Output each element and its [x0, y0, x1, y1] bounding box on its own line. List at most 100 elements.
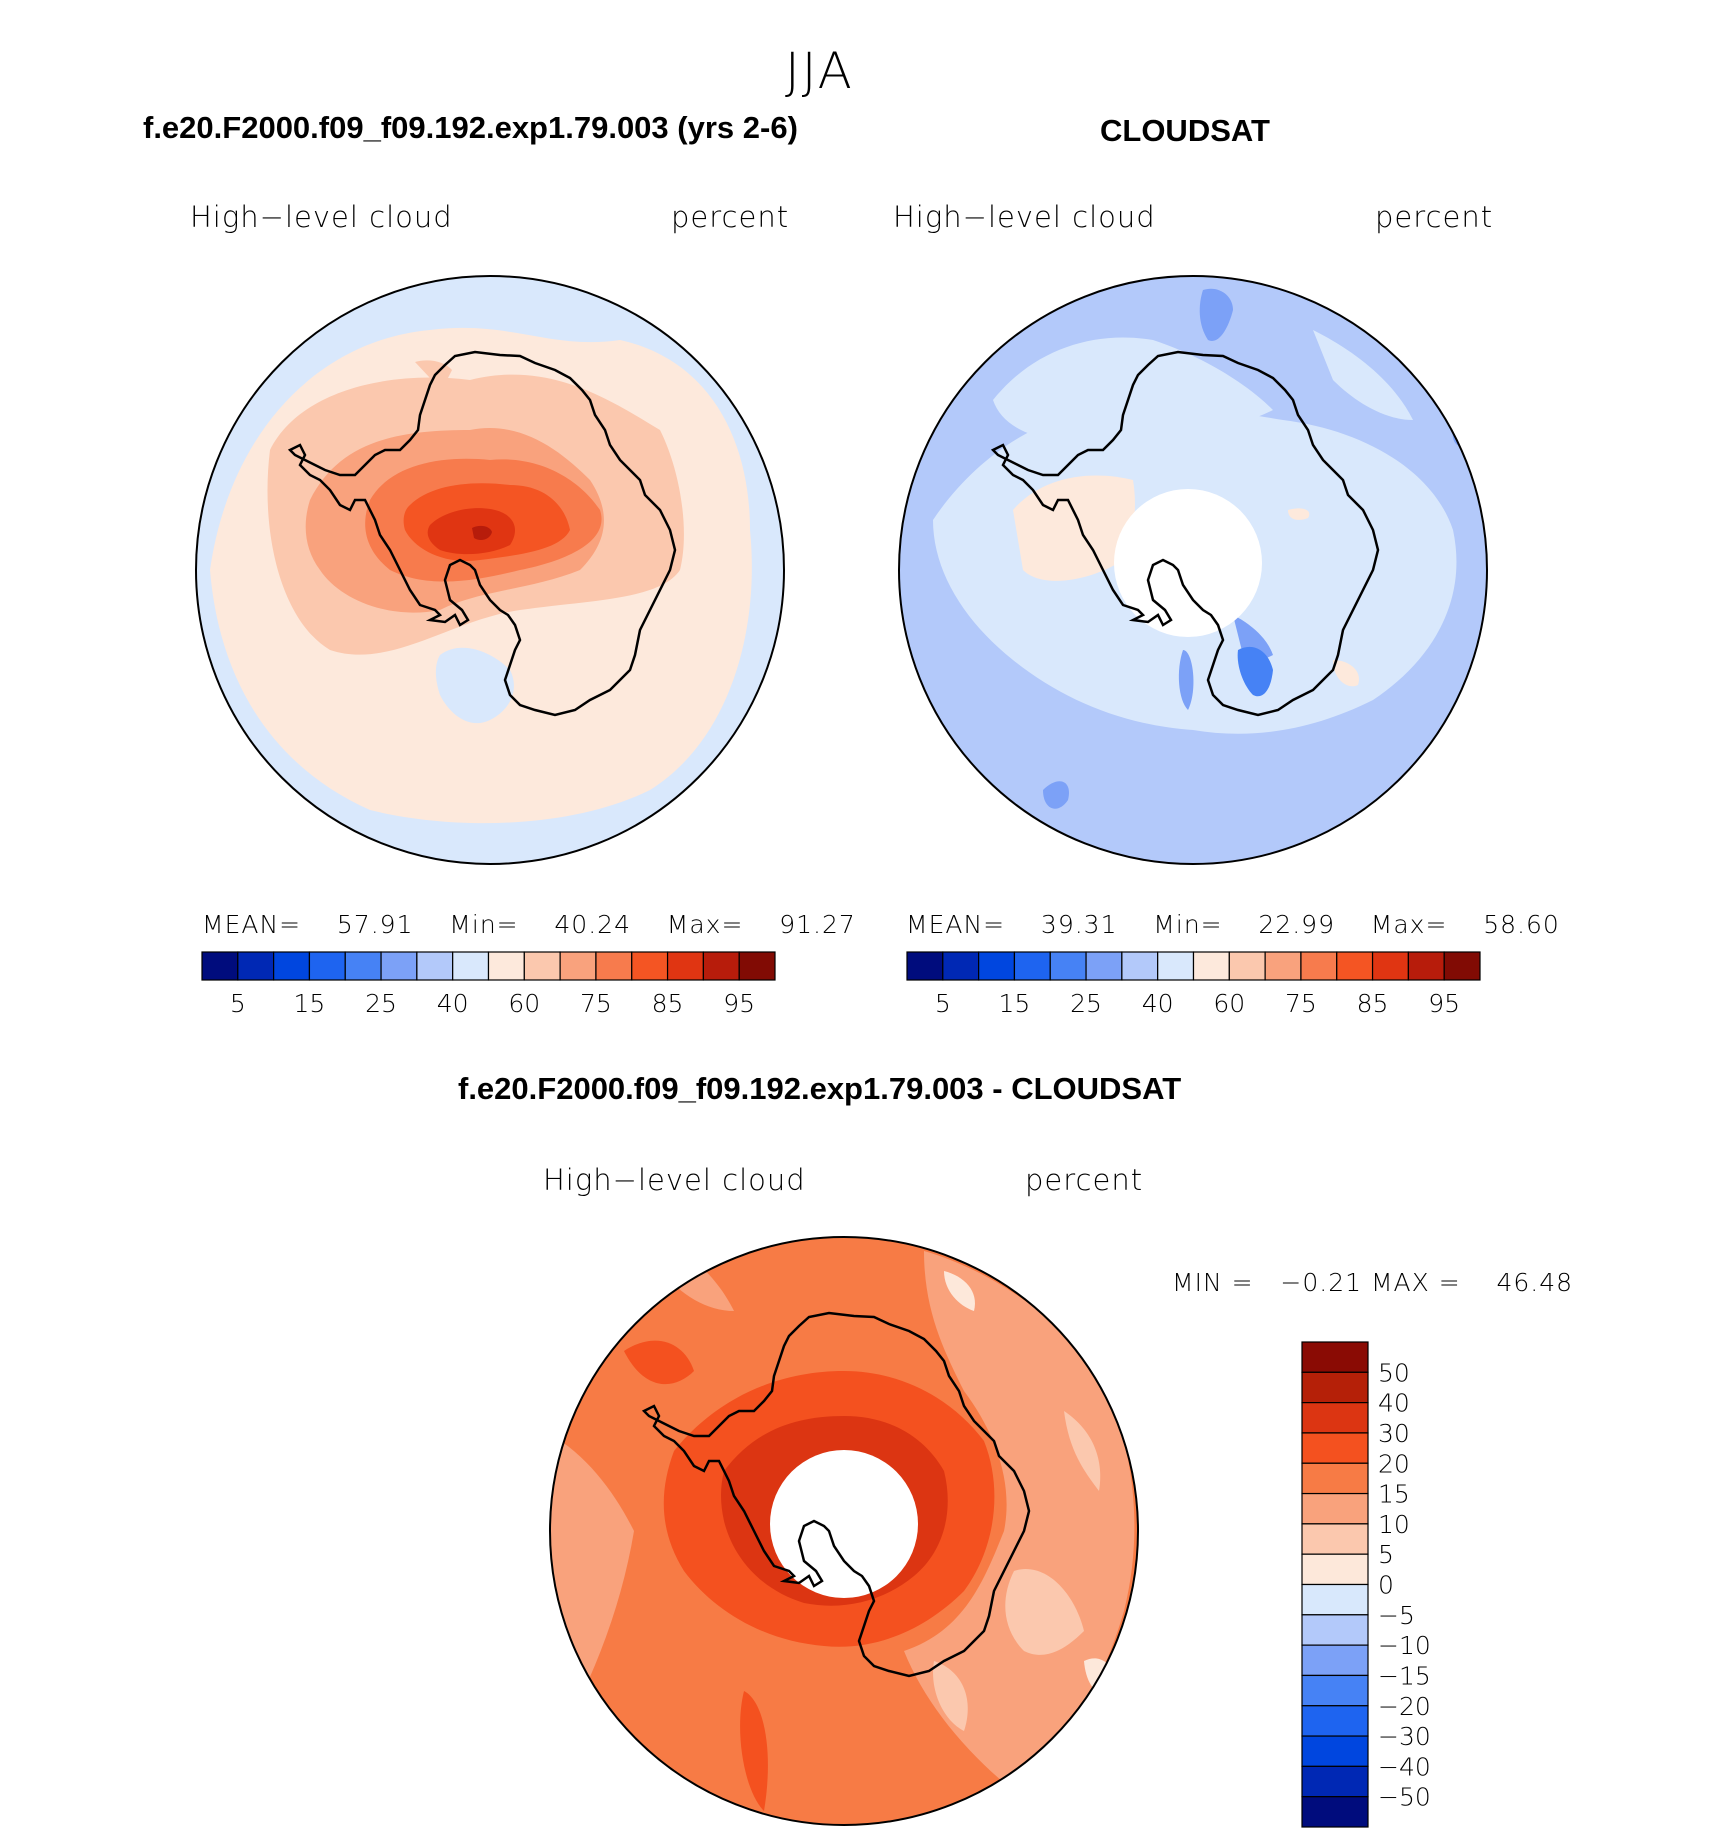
colorbar-tick-label: 75	[1285, 989, 1317, 1018]
colorbar-swatch	[416, 951, 454, 981]
max-label: Max=	[1370, 910, 1448, 939]
min-value: 22.99	[1258, 910, 1335, 939]
colorbar-swatch	[978, 951, 1016, 981]
colorbar-tick-label: 5	[935, 989, 951, 1018]
contour-20-nw	[624, 1340, 694, 1385]
colorbar-tick-label: −20	[1378, 1692, 1431, 1721]
colorbar-swatch	[559, 951, 597, 981]
colorbar-swatch	[738, 951, 776, 981]
model-polar-map	[195, 275, 785, 865]
colorbar-tick-label: 60	[1213, 989, 1245, 1018]
diff-stats: MIN = −0.21 MAX = 46.48	[1172, 1268, 1573, 1297]
colorbar-swatch	[1301, 1462, 1369, 1495]
colorbar-tick-label: −50	[1378, 1783, 1431, 1812]
colorbar-tick-label: 15	[294, 989, 326, 1018]
panel1-title: f.e20.F2000.f09_f09.192.exp1.79.003 (yrs…	[143, 110, 798, 145]
colorbar-swatch	[1301, 1644, 1369, 1677]
colorbar-swatch	[1301, 1765, 1369, 1798]
colorbar-swatch	[942, 951, 980, 981]
colorbar-swatch	[1301, 1341, 1369, 1373]
contour-5-ne	[1064, 1411, 1101, 1491]
colorbar-tick-label: 40	[1142, 989, 1174, 1018]
mean-value: 39.31	[1040, 910, 1118, 939]
colorbar-swatch	[1301, 1553, 1369, 1586]
mean-label: MEAN=	[202, 910, 302, 939]
colorbar-swatch	[1049, 951, 1087, 981]
contour-5-se	[933, 1661, 968, 1731]
colorbar-swatch	[1301, 1614, 1369, 1646]
colorbar-tick-label: −30	[1378, 1722, 1431, 1751]
panel2-title: CLOUDSAT	[1100, 113, 1270, 148]
contour-30-sw	[1043, 781, 1069, 809]
panel2-units-label: percent	[1375, 200, 1494, 234]
contour-60-spot	[1288, 508, 1310, 520]
colorbar-swatch	[344, 951, 382, 981]
colorbar-tick-label: 15	[1378, 1480, 1410, 1509]
colorbar-tick-label: 5	[230, 989, 246, 1018]
colorbar-tick-label: −40	[1378, 1752, 1431, 1781]
colorbar-tick-label: 0	[1378, 1571, 1394, 1600]
colorbar-tick-label: 40	[437, 989, 469, 1018]
map-border-circle	[898, 275, 1488, 865]
cloudsat-polar-map	[898, 275, 1488, 865]
contour-40-ne	[1313, 330, 1413, 420]
antarctica-coastline	[287, 350, 677, 717]
contour-95	[427, 508, 515, 555]
diff-variable-label: High−level cloud	[543, 1163, 806, 1197]
contour-5-east	[1005, 1569, 1084, 1655]
colorbar-tick-label: −10	[1378, 1631, 1431, 1660]
polar-data-gap	[1114, 489, 1262, 637]
panel2-stats: MEAN= 39.31 Min= 22.99 Max= 58.60	[906, 910, 1560, 939]
colorbar-swatch	[1301, 1583, 1369, 1616]
contour-0-north	[944, 1271, 975, 1311]
colorbar-tick-label: 25	[365, 989, 397, 1018]
contour-max	[472, 525, 492, 540]
colorbar-swatch	[1264, 951, 1302, 981]
antarctica-coastline	[990, 350, 1380, 717]
colorbar-swatch	[1121, 951, 1159, 981]
colorbar-swatch	[906, 951, 944, 981]
colorbar-swatch	[702, 951, 740, 981]
min-label: Min=	[1153, 910, 1223, 939]
max-value: 91.27	[779, 910, 856, 939]
panel1-units-label: percent	[671, 200, 790, 234]
colorbar-swatch	[201, 951, 239, 981]
colorbar-swatch	[1301, 1432, 1369, 1464]
colorbar-swatch	[1407, 951, 1445, 981]
colorbar-tick-label: 95	[1428, 989, 1460, 1018]
colorbar-swatch	[273, 951, 311, 981]
contour-60-spot	[1333, 660, 1359, 687]
colorbar-tick-label: −5	[1378, 1601, 1415, 1630]
max-label: Max=	[666, 910, 744, 939]
colorbar-swatch	[1301, 1402, 1369, 1434]
colorbar-swatch	[1192, 951, 1230, 981]
panel1-colorbar: 5 15 25 40 60 75 85 95	[201, 951, 776, 1018]
colorbar-tick-label: 5	[1378, 1540, 1394, 1569]
diff-units-label: percent	[1025, 1163, 1144, 1197]
colorbar-swatch	[1301, 1705, 1369, 1737]
contour-40-north	[993, 337, 1273, 441]
max-value: 46.48	[1496, 1268, 1574, 1297]
mean-value: 57.91	[336, 910, 414, 939]
max-value: 58.60	[1483, 910, 1560, 939]
colorbar-swatch	[1371, 951, 1409, 981]
colorbar-tick-label: 40	[1378, 1389, 1410, 1418]
colorbar-swatch	[237, 951, 275, 981]
colorbar-swatch	[1013, 951, 1051, 981]
colorbar-tick-label: 50	[1378, 1358, 1410, 1387]
colorbar-swatch	[1301, 1735, 1369, 1767]
colorbar-swatch	[666, 951, 704, 981]
colorbar-tick-label: 15	[999, 989, 1031, 1018]
low-cloud-patch	[435, 647, 514, 724]
season-title: JJA	[785, 42, 854, 100]
colorbar-swatch	[1301, 1796, 1369, 1828]
colorbar-tick-label: 85	[1357, 989, 1389, 1018]
map-border-circle	[549, 1236, 1139, 1826]
diff-title: f.e20.F2000.f09_f09.192.exp1.79.003 - CL…	[458, 1071, 1182, 1106]
contour-10-east	[904, 1251, 1135, 1791]
colorbar-tick-label: 60	[508, 989, 540, 1018]
contour-60	[1013, 475, 1135, 581]
contour-30-south	[1178, 650, 1194, 710]
colorbar-tick-label: 25	[1070, 989, 1102, 1018]
